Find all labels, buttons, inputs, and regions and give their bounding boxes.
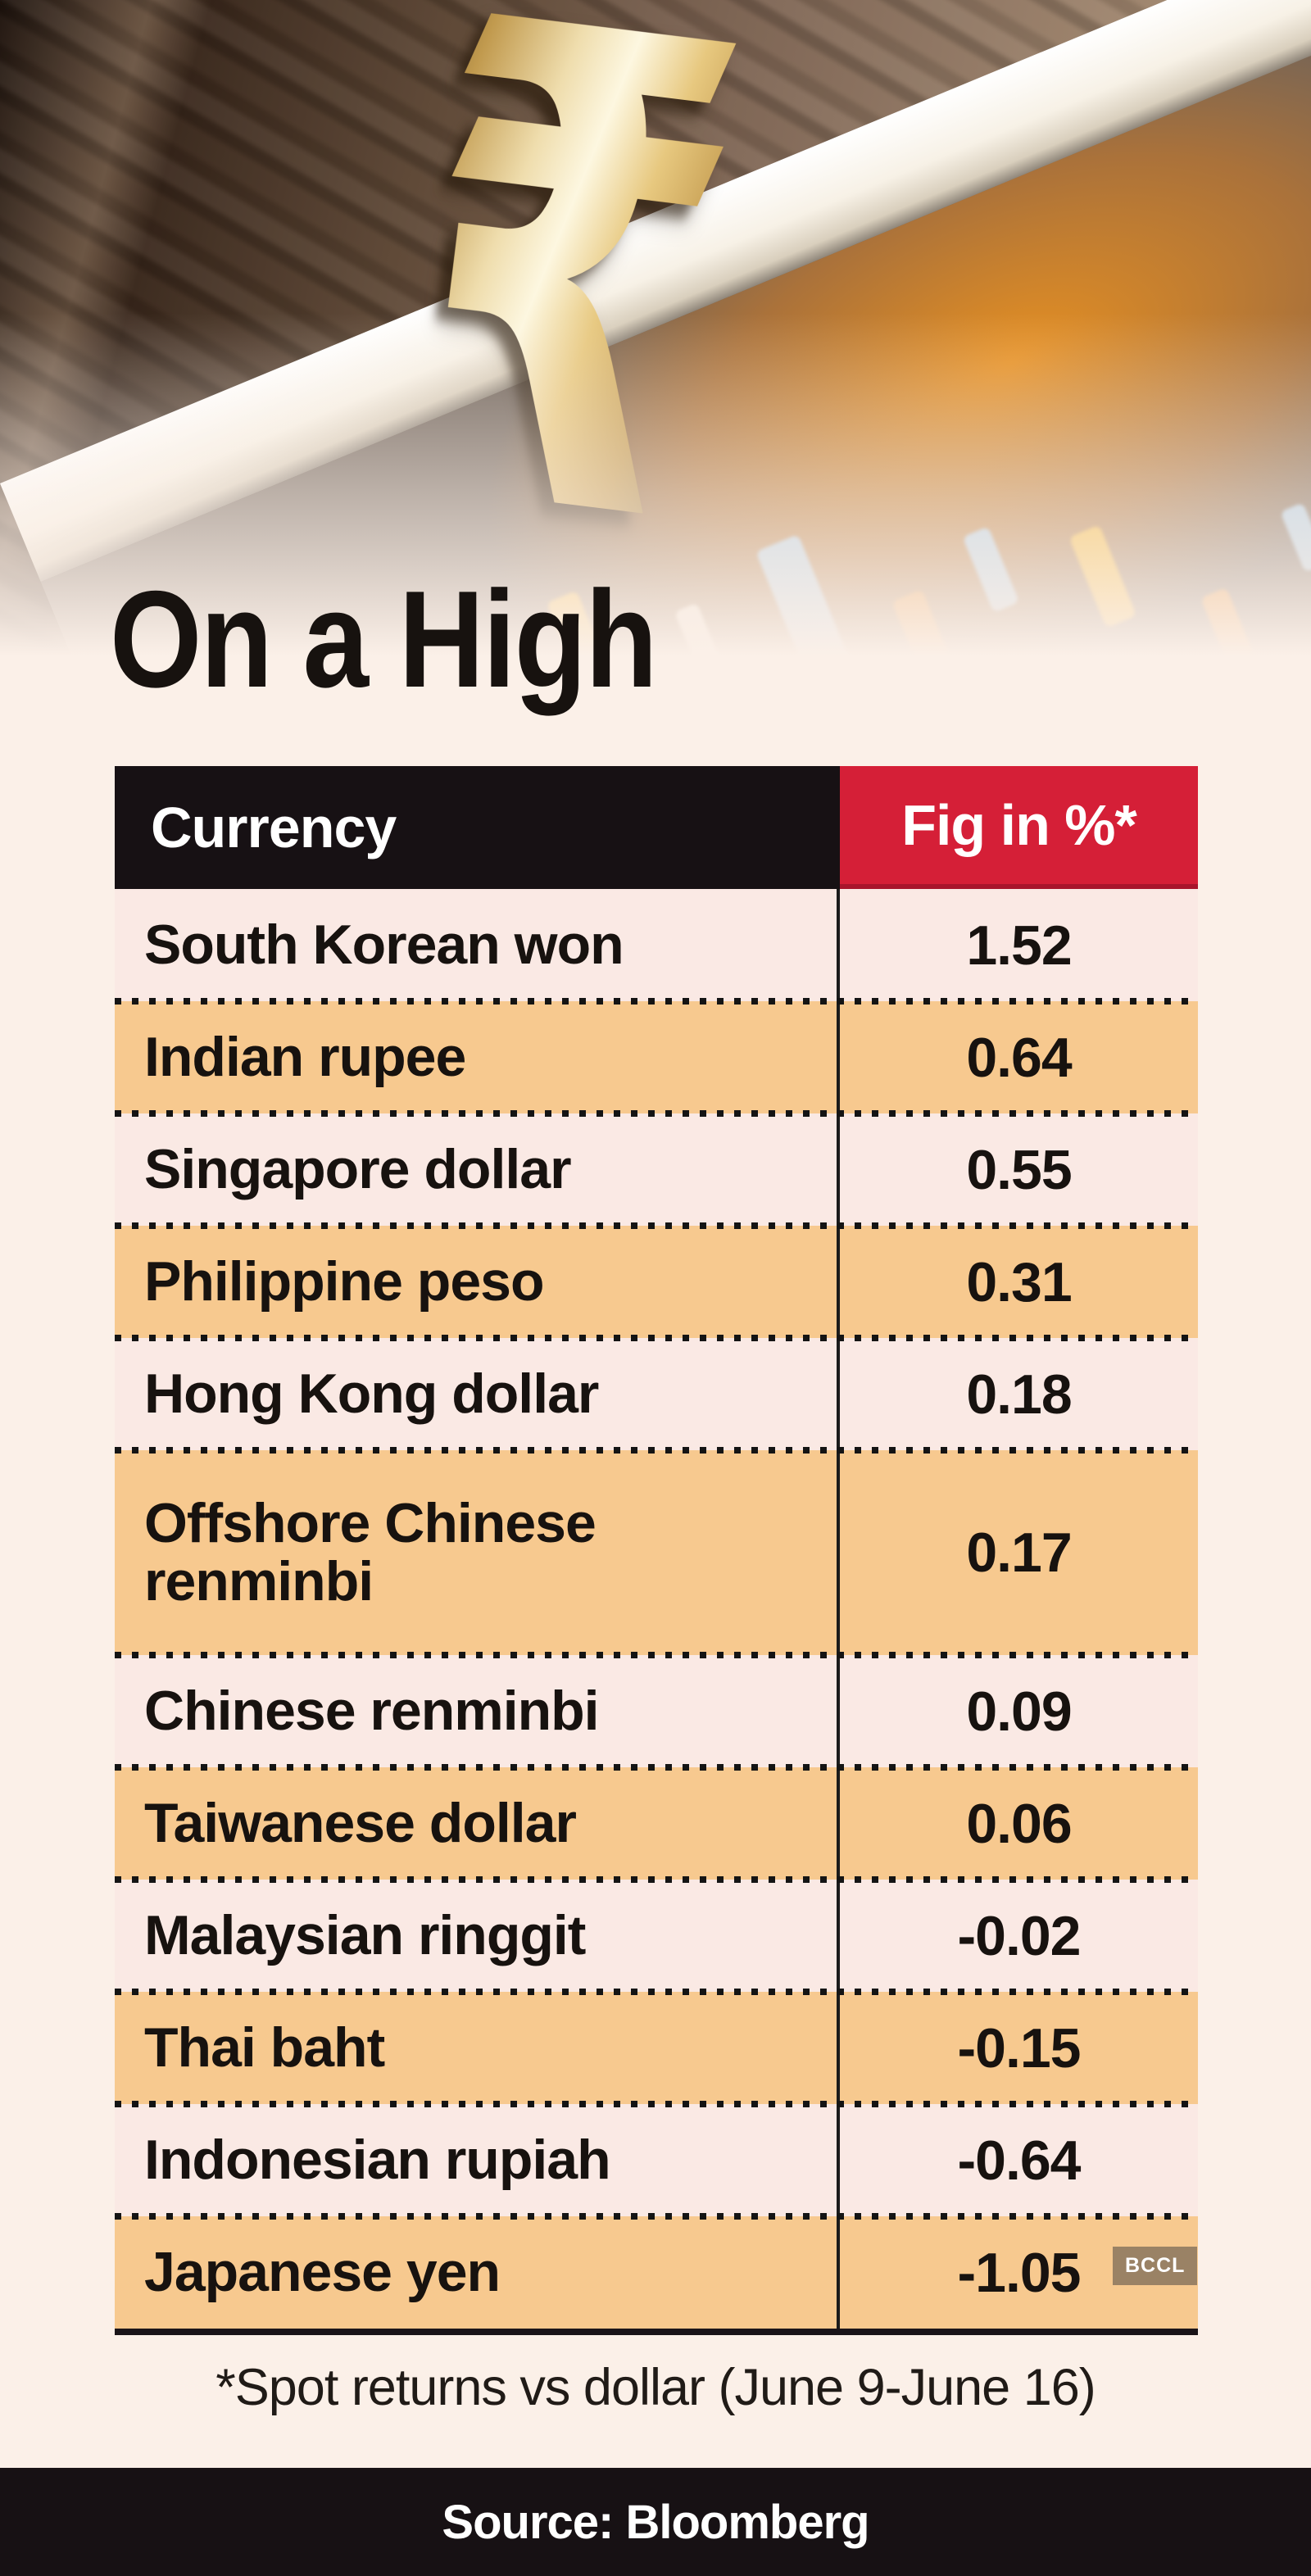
currency-cell: Philippine peso [115, 1226, 840, 1338]
table-row: Philippine peso 0.31 [115, 1222, 1198, 1338]
table-row: Indonesian rupiah -0.64 [115, 2101, 1198, 2216]
table-row: Singapore dollar 0.55 [115, 1110, 1198, 1226]
table-row: South Korean won 1.52 [115, 889, 1198, 1001]
currency-cell: Indonesian rupiah [115, 2104, 840, 2216]
table-row: Chinese renminbi 0.09 [115, 1652, 1198, 1767]
value-cell: -1.05 [957, 2241, 1082, 2304]
currency-label: Hong Kong dollar [144, 1362, 599, 1425]
header-photo: ₹ ₹ [0, 0, 1311, 746]
currency-cell: Taiwanese dollar [115, 1767, 840, 1880]
value-cell: -0.15 [957, 2016, 1082, 2079]
currency-cell: Japanese yen [115, 2216, 840, 2329]
currency-cell: Malaysian ringgit [115, 1880, 840, 1992]
currency-label: Malaysian ringgit [144, 1903, 586, 1966]
table-body: South Korean won 1.52 Indian rupee 0.64 Sing… [115, 889, 1198, 2329]
value-cell: 0.06 [966, 1792, 1072, 1855]
currency-cell: Offshore Chinese renminbi [115, 1450, 840, 1655]
table-row: Hong Kong dollar 0.18 [115, 1335, 1198, 1450]
currency-label: Singapore dollar [144, 1137, 572, 1200]
currency-label: Offshore Chinese renminbi [144, 1491, 597, 1612]
currency-label: Taiwanese dollar [144, 1791, 577, 1854]
table-header: Currency Fig in %* [115, 766, 1198, 889]
footnote: *Spot returns vs dollar (June 9-June 16) [215, 2359, 1096, 2416]
currency-cell: Indian rupee [115, 1001, 840, 1113]
value-cell: 0.64 [966, 1026, 1072, 1089]
currency-label: South Korean won [144, 913, 624, 976]
bccl-watermark: BCCL [1113, 2247, 1198, 2285]
value-cell: -0.02 [957, 1904, 1082, 1967]
currency-label: Japanese yen [144, 2240, 501, 2303]
source-text: Source: Bloomberg [442, 2495, 869, 2549]
currency-label: Chinese renminbi [144, 1679, 600, 1742]
currency-cell: Thai baht [115, 1992, 840, 2104]
page-title: On a High [110, 562, 658, 716]
table-row: Thai baht -0.15 [115, 1989, 1198, 2104]
currency-label: Philippine peso [144, 1249, 544, 1313]
currency-label: Thai baht [144, 2016, 385, 2079]
currency-cell: South Korean won [115, 889, 840, 1001]
currency-label: Indonesian rupiah [144, 2128, 611, 2191]
value-cell: 0.09 [966, 1680, 1072, 1743]
header-cell-fig: Fig in %* [840, 766, 1198, 889]
table-row: Taiwanese dollar 0.06 [115, 1764, 1198, 1880]
table-row: Japanese yen -1.05 [115, 2213, 1198, 2329]
value-cell: 0.17 [966, 1522, 1072, 1584]
value-cell: 1.52 [966, 914, 1072, 977]
currency-cell: Chinese renminbi [115, 1655, 840, 1767]
source-bar: Source: Bloomberg [0, 2468, 1311, 2576]
table-row: Offshore Chinese renminbi 0.17 [115, 1447, 1198, 1655]
value-cell: -0.64 [957, 2129, 1082, 2192]
photo-fade-overlay [0, 0, 1311, 746]
header-cell-currency: Currency [115, 766, 840, 889]
value-cell: 0.18 [966, 1363, 1072, 1426]
value-cell: 0.31 [966, 1250, 1072, 1313]
currency-label: Indian rupee [144, 1025, 466, 1088]
currency-table: Currency Fig in %* South Korean won 1.52 I… [115, 766, 1198, 2335]
currency-cell: Hong Kong dollar [115, 1338, 840, 1450]
table-row: Indian rupee 0.64 [115, 998, 1198, 1113]
value-cell: 0.55 [966, 1138, 1072, 1201]
currency-cell: Singapore dollar [115, 1113, 840, 1226]
table-row: Malaysian ringgit -0.02 [115, 1876, 1198, 1992]
